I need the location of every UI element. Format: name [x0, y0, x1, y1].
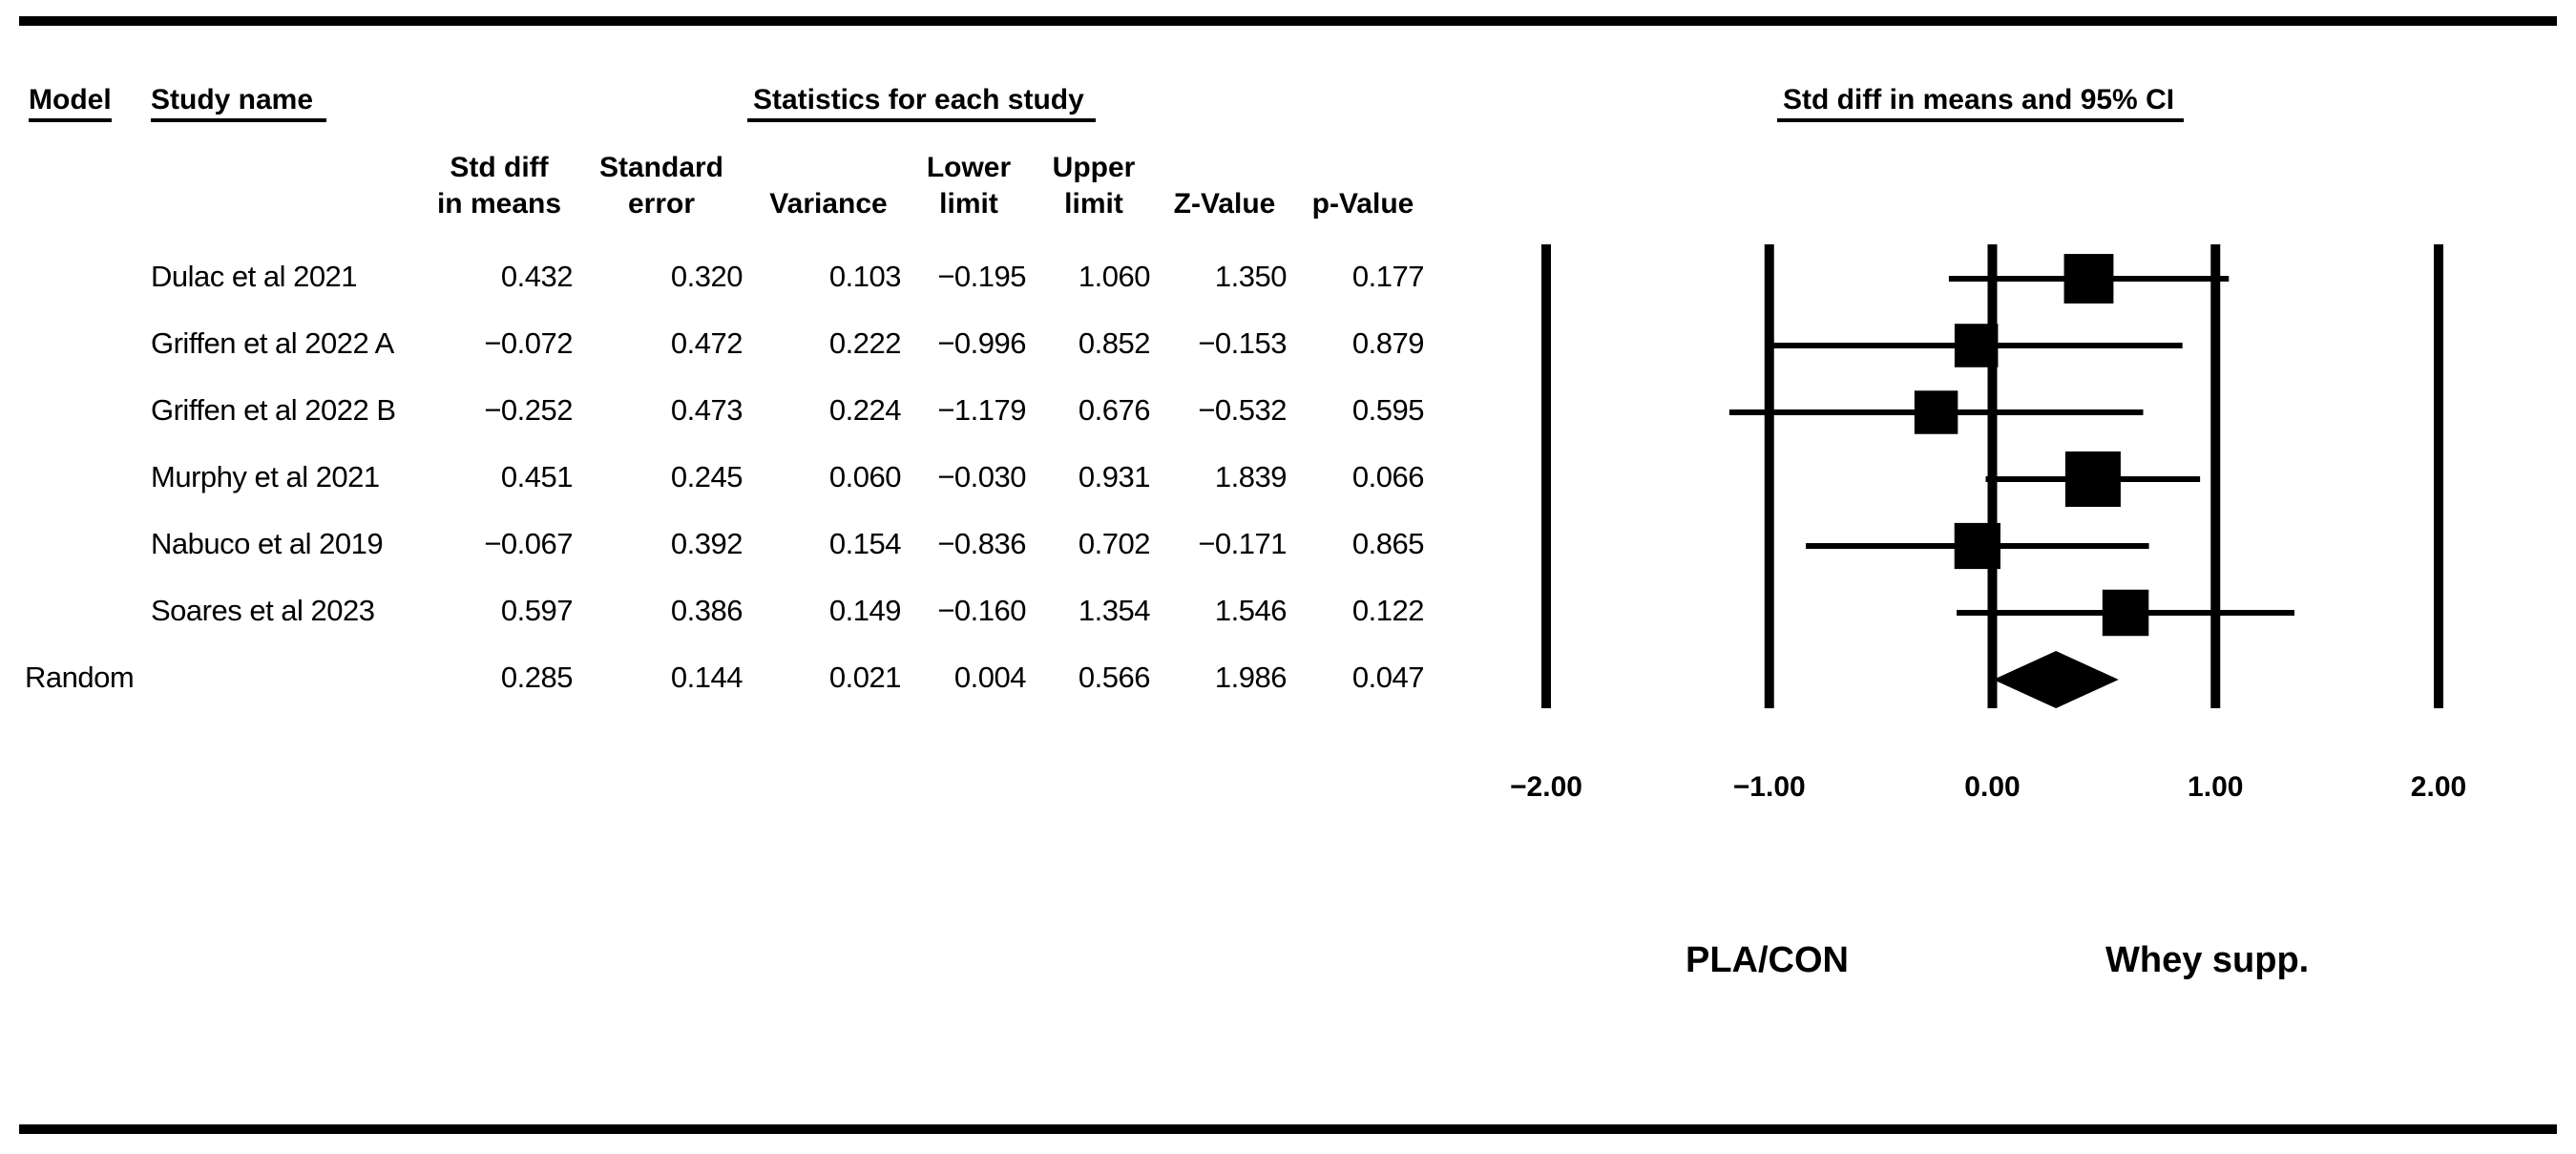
upper-cell: 1.060 [1078, 260, 1151, 293]
x-tick-label: −2.00 [1510, 771, 1582, 803]
model-header: Model [29, 84, 112, 122]
point-estimate [1954, 324, 1999, 367]
column-header-line1: Standard [598, 152, 724, 183]
var-cell: 0.021 [828, 661, 902, 694]
z-cell: −0.153 [1198, 326, 1287, 360]
smd-cell: −0.067 [484, 527, 573, 560]
lower-cell: −0.836 [937, 527, 1026, 560]
var-cell: 0.222 [828, 326, 902, 360]
lower-cell: 0.004 [953, 661, 1027, 694]
right-favours-label: Whey supp. [2105, 940, 2310, 980]
upper-cell: 0.702 [1078, 527, 1151, 560]
column-header-smd: Std diff in means [423, 150, 576, 222]
var-cell: 0.154 [828, 527, 902, 560]
x-tick-label: 1.00 [2188, 771, 2244, 803]
p-cell: 0.865 [1351, 527, 1425, 560]
smd-cell: 0.432 [500, 260, 574, 293]
top-rule [19, 16, 2557, 26]
upper-cell: 0.676 [1078, 393, 1151, 427]
se-cell: 0.320 [670, 260, 743, 293]
z-cell: −0.532 [1198, 393, 1287, 427]
column-header-line2: p-Value [1311, 188, 1414, 220]
smd-cell: 0.451 [500, 460, 574, 493]
column-header-upper: Upper limit [1017, 150, 1170, 222]
summary-diamond [1993, 651, 2119, 708]
var-cell: 0.224 [828, 393, 902, 427]
p-cell: 0.047 [1351, 661, 1425, 694]
upper-cell: 0.931 [1078, 460, 1151, 493]
x-tick-label: −1.00 [1732, 771, 1806, 803]
study-name-cell: Soares et al 2023 [151, 594, 375, 627]
study-name-cell: Griffen et al 2022 B [151, 393, 396, 427]
z-cell: 1.986 [1214, 661, 1288, 694]
lower-cell: −0.160 [937, 594, 1026, 627]
smd-cell: −0.072 [484, 326, 573, 360]
statistics-header: Statistics for each study [747, 84, 1096, 122]
column-header-line2: in means [436, 188, 562, 220]
column-header-line1 [1148, 150, 1301, 186]
bottom-rule [19, 1124, 2557, 1134]
column-header-p: p-Value [1287, 150, 1439, 222]
column-header-line1: Std diff [450, 152, 549, 183]
point-estimate [2102, 589, 2149, 637]
study-name-cell: Griffen et al 2022 A [151, 326, 394, 360]
point-estimate [1914, 390, 1958, 434]
column-header-line2: Z-Value [1173, 188, 1276, 220]
lower-cell: −0.195 [937, 260, 1026, 293]
se-cell: 0.472 [670, 326, 743, 360]
smd-cell: 0.285 [500, 661, 574, 694]
lower-cell: −0.996 [937, 326, 1026, 360]
study-name-header: Study name [151, 84, 327, 122]
se-cell: 0.386 [670, 594, 743, 627]
smd-cell: −0.252 [484, 393, 573, 427]
column-header-line2: Variance [769, 188, 888, 220]
study-name-cell: Dulac et al 2021 [151, 260, 358, 293]
se-cell: 0.392 [670, 527, 743, 560]
point-estimate [2064, 451, 2121, 507]
plot-title: Std diff in means and 95% CI [1777, 84, 2185, 122]
p-cell: 0.879 [1351, 326, 1425, 360]
column-header-line2: error [627, 188, 696, 220]
column-header-line1: Lower [926, 152, 1012, 183]
var-cell: 0.060 [828, 460, 902, 493]
upper-cell: 0.852 [1078, 326, 1151, 360]
column-header-line1 [752, 150, 905, 186]
column-header-lower: Lower limit [892, 150, 1045, 222]
point-estimate [1954, 522, 2000, 570]
study-name-cell: Murphy et al 2021 [151, 460, 380, 493]
column-header-line2: limit [939, 188, 998, 220]
column-header-var: Variance [752, 150, 905, 222]
model-cell: Random [25, 661, 135, 694]
z-cell: 1.350 [1214, 260, 1288, 293]
study-name-cell: Nabuco et al 2019 [151, 527, 384, 560]
smd-cell: 0.597 [500, 594, 574, 627]
x-tick-label: 2.00 [2410, 771, 2467, 803]
p-cell: 0.595 [1351, 393, 1425, 427]
column-header-line1 [1287, 150, 1439, 186]
point-estimate [2063, 254, 2114, 304]
left-favours-label: PLA/CON [1686, 940, 1849, 980]
var-cell: 0.149 [828, 594, 902, 627]
z-cell: 1.546 [1214, 594, 1288, 627]
column-header-se: Standard error [585, 150, 738, 222]
z-cell: −0.171 [1198, 527, 1287, 560]
se-cell: 0.144 [670, 661, 743, 694]
lower-cell: −0.030 [937, 460, 1026, 493]
z-cell: 1.839 [1214, 460, 1288, 493]
lower-cell: −1.179 [937, 393, 1026, 427]
p-cell: 0.122 [1351, 594, 1425, 627]
p-cell: 0.177 [1351, 260, 1425, 293]
p-cell: 0.066 [1351, 460, 1425, 493]
var-cell: 0.103 [828, 260, 902, 293]
column-header-z: Z-Value [1148, 150, 1301, 222]
column-header-line1: Upper [1052, 152, 1136, 183]
se-cell: 0.245 [670, 460, 743, 493]
column-header-line2: limit [1064, 188, 1123, 220]
x-tick-label: 0.00 [1964, 771, 2021, 803]
upper-cell: 0.566 [1078, 661, 1151, 694]
forest-plot [1541, 244, 2443, 708]
upper-cell: 1.354 [1078, 594, 1151, 627]
se-cell: 0.473 [670, 393, 743, 427]
